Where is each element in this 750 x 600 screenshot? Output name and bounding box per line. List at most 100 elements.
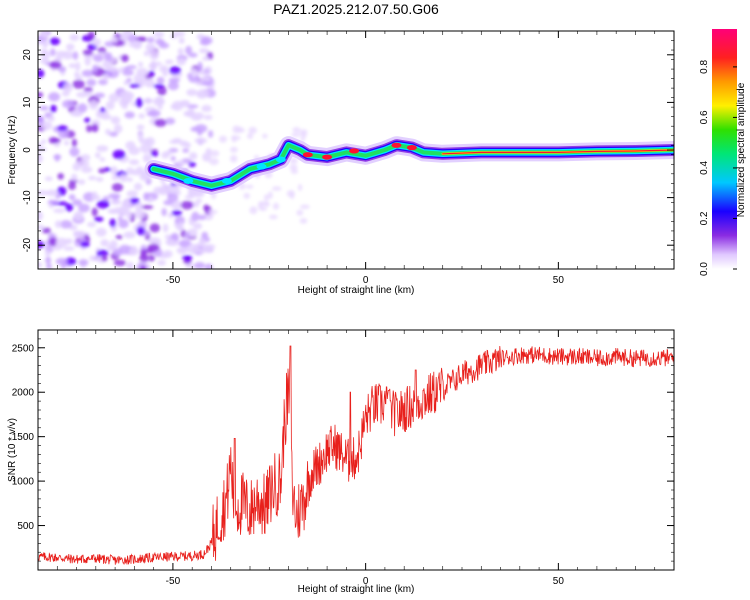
noise-blob — [98, 168, 106, 174]
noise-blob — [80, 154, 91, 162]
noise-blob — [78, 203, 90, 213]
noise-blob — [62, 99, 75, 109]
snr-y-axis-label: SNR (10 * v/v) — [7, 418, 18, 482]
noise-blob — [124, 111, 135, 119]
noise-blob — [158, 42, 170, 49]
noise-blob — [148, 62, 158, 70]
spectrogram-panel: -50 0 50 -20 -10 0 10 20 Height of straight lin… — [7, 30, 675, 296]
noise-blob — [117, 216, 123, 221]
noise-blob — [78, 259, 89, 266]
noise-blob — [143, 50, 150, 57]
noise-blob — [42, 227, 51, 234]
noise-blob — [199, 237, 206, 245]
noise-blob — [80, 241, 90, 248]
noise-blob — [115, 234, 123, 240]
noise-blob — [109, 218, 116, 228]
noise-blob — [118, 67, 125, 73]
noise-blob — [289, 157, 298, 164]
x-tick-label: -50 — [166, 275, 181, 286]
noise-blob — [272, 202, 280, 210]
noise-blob — [156, 76, 165, 85]
noise-blob — [102, 60, 112, 69]
noise-blob — [133, 73, 147, 84]
ridge-hotspot — [183, 177, 194, 184]
noise-blob — [101, 254, 108, 262]
noise-blob — [262, 133, 268, 139]
noise-blob — [185, 263, 196, 269]
noise-blob — [209, 150, 220, 157]
colorbar-tick-label: 0.4 — [699, 161, 710, 175]
noise-blob — [136, 124, 145, 131]
noise-blob — [292, 127, 301, 133]
noise-blob — [135, 201, 143, 211]
noise-blob — [128, 247, 139, 256]
noise-blob — [248, 126, 257, 134]
noise-blob — [289, 191, 295, 200]
noise-blob — [179, 101, 191, 108]
noise-blob — [72, 199, 83, 206]
snr-plot — [38, 345, 674, 565]
noise-blob — [245, 184, 254, 189]
noise-blob — [193, 222, 203, 230]
noise-blob — [132, 39, 143, 50]
x-tick-label: 50 — [553, 275, 565, 286]
noise-blob — [118, 219, 129, 229]
noise-blob — [96, 249, 109, 257]
noise-blob — [268, 191, 273, 199]
noise-blob — [41, 41, 50, 46]
ridge-hotspot — [221, 177, 232, 184]
ridge-core — [442, 149, 674, 155]
noise-blob — [139, 138, 151, 145]
noise-blob — [186, 243, 200, 254]
noise-blob — [49, 37, 60, 46]
noise-blob — [184, 256, 191, 262]
noise-blob — [69, 33, 80, 42]
noise-blob — [144, 78, 155, 88]
snr-frame — [37, 329, 675, 571]
ridge-hotspot — [302, 152, 313, 158]
noise-blob — [204, 263, 213, 269]
noise-blob — [133, 182, 143, 191]
noise-blob — [135, 97, 143, 108]
noise-blob — [69, 110, 83, 117]
spectrogram-y-axis-label: Frequency (Hz) — [7, 116, 18, 185]
noise-blob — [249, 206, 258, 215]
ridge-hotspot — [322, 154, 333, 160]
noise-blob — [48, 92, 61, 102]
noise-blob — [247, 133, 254, 140]
noise-blob — [49, 61, 62, 69]
noise-blob — [207, 84, 215, 90]
noise-blob — [209, 158, 219, 166]
noise-blob — [38, 190, 49, 196]
noise-blob — [143, 98, 153, 104]
noise-blob — [199, 48, 209, 54]
noise-blob — [232, 125, 240, 134]
noise-blob — [93, 54, 104, 62]
noise-blob — [127, 177, 133, 183]
noise-blob — [187, 72, 194, 80]
noise-blob — [129, 83, 141, 88]
x-tick-label: 0 — [363, 576, 369, 587]
noise-blob — [143, 192, 150, 201]
noise-blob — [207, 209, 218, 215]
noise-blob — [46, 189, 59, 197]
noise-blob — [88, 175, 97, 181]
noise-blob — [195, 198, 203, 203]
noise-blob — [182, 148, 190, 153]
noise-blob — [100, 239, 110, 247]
noise-blob — [197, 214, 207, 221]
noise-blob — [55, 237, 68, 248]
noise-blob — [167, 185, 180, 194]
noise-blob — [111, 175, 120, 181]
noise-blob — [88, 100, 99, 110]
noise-blob — [112, 149, 126, 160]
noise-blob — [289, 164, 298, 171]
noise-blob — [92, 64, 98, 73]
noise-blob — [130, 197, 140, 204]
noise-blob — [91, 207, 98, 217]
noise-blob — [153, 186, 165, 195]
noise-blob — [110, 36, 118, 43]
noise-blob — [229, 154, 238, 163]
noise-blob — [290, 169, 298, 174]
y-tick-label: 20 — [22, 49, 33, 61]
